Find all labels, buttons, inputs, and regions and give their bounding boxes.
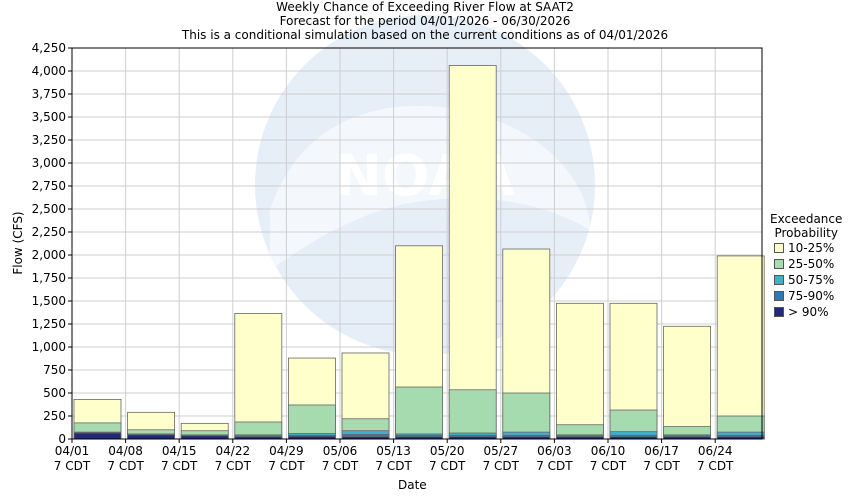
legend: Exceedance Probability 10-25% 25-50% 50-… <box>770 212 842 320</box>
x-tick-sublabel: 7 CDT <box>590 459 627 473</box>
bar-segment-25-50 <box>395 386 444 440</box>
legend-item-50-75: 50-75% <box>770 272 842 288</box>
x-tick-sublabel: 7 CDT <box>322 459 359 473</box>
x-tick-label: 05/27 <box>484 444 519 458</box>
axes-group <box>68 47 763 443</box>
y-tick-label: 4,000 <box>32 64 66 78</box>
y-tick-label: 250 <box>43 409 66 423</box>
bar-segment-90 <box>127 434 175 440</box>
bars-group <box>73 65 765 440</box>
x-tick-sublabel: 7 CDT <box>536 459 573 473</box>
x-tick-label: 05/13 <box>376 444 411 458</box>
legend-title-line2: Probability <box>774 226 838 240</box>
y-tick-label: 2,750 <box>32 179 66 193</box>
legend-title-line1: Exceedance <box>770 212 843 226</box>
legend-swatch-50-75 <box>774 275 784 285</box>
x-tick-label: 06/17 <box>644 444 679 458</box>
plot-frame <box>71 47 763 440</box>
y-tick-label: 2,000 <box>32 248 66 262</box>
legend-label-25-50: 25-50% <box>788 257 835 271</box>
legend-label-75-90: 75-90% <box>788 289 835 303</box>
legend-swatch-10-25 <box>774 243 784 253</box>
legend-label-10-25: 10-25% <box>788 241 835 255</box>
bar-segment-90 <box>73 432 122 440</box>
legend-item-75-90: 75-90% <box>770 288 842 304</box>
legend-item-10-25: 10-25% <box>770 240 842 256</box>
x-tick-sublabel: 7 CDT <box>215 459 252 473</box>
y-tick-label: 2,250 <box>32 225 66 239</box>
x-tick-sublabel: 7 CDT <box>54 459 91 473</box>
y-tick-labels: 0 250 500 750 1,000 1,250 1,500 1,750 2,000 2,250… <box>32 41 66 446</box>
bar-segment-10-25 <box>448 65 497 440</box>
chart-title: Weekly Chance of Exceeding River Flow at… <box>276 0 574 14</box>
y-tick-label: 3,250 <box>32 133 66 147</box>
legend-item-gt-90: > 90% <box>770 304 842 320</box>
x-axis-label: Date <box>398 478 427 492</box>
x-tick-sublabel: 7 CDT <box>268 459 305 473</box>
bar-segment-10-25 <box>716 255 765 440</box>
x-tick-label: 04/29 <box>269 444 304 458</box>
y-tick-label: 1,000 <box>32 340 66 354</box>
chart-subtitle-condition: This is a conditional simulation based o… <box>181 28 669 42</box>
legend-label-gt-90: > 90% <box>788 305 829 319</box>
bar-segment-10-25 <box>663 325 711 440</box>
x-tick-label: 05/06 <box>323 444 358 458</box>
chart-subtitle: Forecast for the period 04/01/2026 - 06/… <box>279 14 571 28</box>
legend-label-50-75: 50-75% <box>788 273 835 287</box>
bar-segment-10-25 <box>556 302 604 440</box>
y-tick-label: 500 <box>43 386 66 400</box>
y-tick-label: 3,750 <box>32 87 66 101</box>
legend-swatch-25-50 <box>774 259 784 269</box>
x-tick-label: 04/08 <box>108 444 143 458</box>
y-tick-label: 4,250 <box>32 41 66 55</box>
x-tick-sublabel: 7 CDT <box>429 459 466 473</box>
x-tick-label: 04/15 <box>162 444 197 458</box>
y-axis-label: Flow (CFS) <box>11 211 25 275</box>
x-tick-label: 06/24 <box>698 444 733 458</box>
legend-swatch-75-90 <box>774 291 784 301</box>
x-tick-label: 04/22 <box>216 444 251 458</box>
x-tick-label: 05/20 <box>430 444 465 458</box>
bar-segment-25-50 <box>502 392 551 440</box>
x-tick-label: 06/03 <box>537 444 572 458</box>
y-tick-label: 1,250 <box>32 317 66 331</box>
x-tick-sublabel: 7 CDT <box>375 459 412 473</box>
x-tick-label: 06/10 <box>591 444 626 458</box>
x-tick-sublabel: 7 CDT <box>161 459 198 473</box>
y-tick-label: 3,500 <box>32 110 66 124</box>
x-tick-sublabel: 7 CDT <box>697 459 734 473</box>
x-tick-sublabel: 7 CDT <box>643 459 680 473</box>
x-tick-label: 04/01 <box>55 444 90 458</box>
y-tick-label: 2,500 <box>32 202 66 216</box>
y-tick-label: 750 <box>43 363 66 377</box>
legend-item-25-50: 25-50% <box>770 256 842 272</box>
legend-swatch-gt-90 <box>774 307 784 317</box>
x-tick-sublabel: 7 CDT <box>107 459 144 473</box>
y-tick-label: 1,750 <box>32 271 66 285</box>
bar-segment-10-25 <box>234 313 283 440</box>
x-tick-sublabel: 7 CDT <box>483 459 520 473</box>
y-tick-label: 0 <box>58 432 66 446</box>
bar-segment-25-50 <box>448 389 497 440</box>
y-tick-label: 3,000 <box>32 156 66 170</box>
y-tick-label: 1,500 <box>32 294 66 308</box>
